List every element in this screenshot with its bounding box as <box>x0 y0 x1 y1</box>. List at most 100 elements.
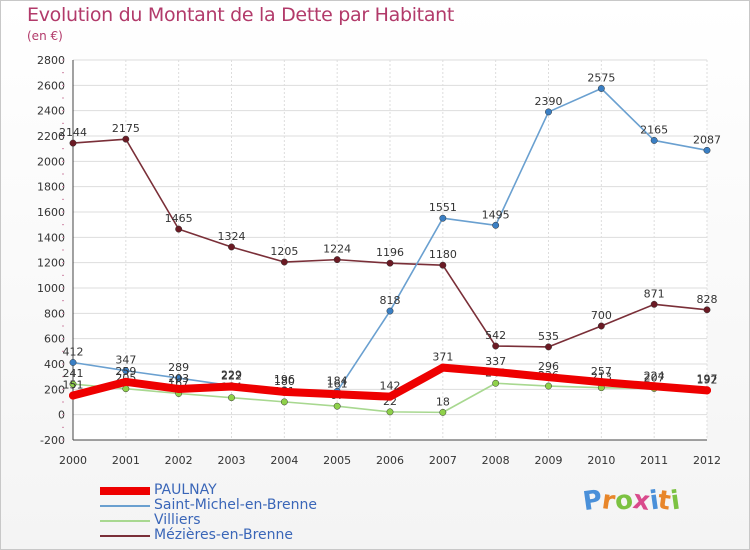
data-point <box>280 387 289 396</box>
data-label: 371 <box>432 351 453 364</box>
data-label: 1495 <box>482 208 510 221</box>
data-label: 196 <box>274 373 295 386</box>
data-point <box>703 306 711 314</box>
data-label: 2175 <box>112 122 140 135</box>
x-tick-label: 2010 <box>587 454 615 467</box>
x-tick-label: 2004 <box>270 454 298 467</box>
data-label: 2087 <box>693 133 721 146</box>
data-point <box>69 139 77 147</box>
data-label: 259 <box>115 365 136 378</box>
y-tick-label: 600 <box>44 333 65 346</box>
chart-subtitle: (en €) <box>27 29 63 43</box>
data-label: 1205 <box>270 245 298 258</box>
data-label: 347 <box>115 354 136 367</box>
legend-swatch <box>100 487 150 495</box>
data-point <box>228 394 235 402</box>
legend-item: Mézières-en-Brenne <box>100 527 400 544</box>
data-point <box>439 214 447 222</box>
y-tick-label: 2800 <box>37 54 65 67</box>
y-tick-label: 800 <box>44 307 65 320</box>
data-label: 871 <box>644 287 665 300</box>
x-tick-label: 2003 <box>218 454 246 467</box>
data-point <box>69 391 77 400</box>
data-point <box>597 85 605 92</box>
data-point <box>650 136 658 144</box>
data-point <box>650 382 659 391</box>
data-label: 18 <box>436 395 450 408</box>
data-point <box>333 256 341 264</box>
data-point <box>545 343 552 351</box>
y-tick-label: 2000 <box>37 155 65 168</box>
legend-item: Saint-Michel-en-Brenne <box>100 497 400 514</box>
data-point <box>492 379 500 387</box>
data-label: 257 <box>591 365 612 378</box>
x-tick-label: 2005 <box>323 454 351 467</box>
data-point <box>545 108 552 116</box>
data-point <box>333 402 341 410</box>
y-tick-label: 1800 <box>37 181 65 194</box>
data-point <box>597 322 605 330</box>
data-label: 1180 <box>429 248 457 261</box>
data-point <box>122 367 130 375</box>
data-label: 535 <box>538 330 559 343</box>
x-tick-label: 2008 <box>482 454 510 467</box>
y-tick-label: 200 <box>44 383 65 396</box>
data-label: 229 <box>221 369 242 382</box>
data-point <box>597 378 606 387</box>
data-label: 241 <box>63 367 84 380</box>
data-point <box>69 380 77 388</box>
data-point <box>491 367 500 376</box>
data-point <box>174 384 183 393</box>
x-tick-label: 2009 <box>535 454 563 467</box>
x-tick-label: 2011 <box>640 454 668 467</box>
data-point <box>175 225 183 233</box>
data-point <box>386 259 394 267</box>
legend-item: PAULNAY <box>100 482 400 499</box>
y-tick-label: 1400 <box>37 231 65 244</box>
data-label: 1324 <box>218 230 246 243</box>
y-tick-label: 2400 <box>37 105 65 118</box>
data-point <box>121 377 130 386</box>
data-point <box>544 373 553 382</box>
x-tick-label: 2006 <box>376 454 404 467</box>
data-point <box>439 408 447 416</box>
data-point <box>227 382 236 391</box>
data-label: 296 <box>538 360 559 373</box>
data-point <box>492 342 500 350</box>
y-tick-label: 0 <box>58 409 65 422</box>
data-label: 161 <box>327 377 348 390</box>
data-label: 142 <box>380 380 401 393</box>
x-tick-label: 2000 <box>59 454 87 467</box>
data-point <box>228 243 235 251</box>
data-point <box>492 221 500 229</box>
data-point <box>703 386 711 395</box>
x-tick-label: 2001 <box>112 454 140 467</box>
y-tick-label: 1600 <box>37 206 65 219</box>
data-point <box>438 363 447 372</box>
data-label: 224 <box>644 369 665 382</box>
data-label: 700 <box>591 309 612 322</box>
data-point <box>280 398 288 406</box>
legend-label: PAULNAY <box>154 482 217 498</box>
data-label: 2390 <box>535 95 563 108</box>
data-point <box>386 408 394 416</box>
y-tick-label: 2600 <box>37 79 65 92</box>
legend-swatch <box>100 535 150 537</box>
data-label: 184 <box>327 374 348 387</box>
data-label: 828 <box>697 293 718 306</box>
data-label: 1224 <box>323 243 351 256</box>
data-point <box>703 146 711 154</box>
line-chart: -200 0 200 400 600 800 1000 1200 1400 1600 1800 200… <box>37 54 721 467</box>
data-label: 337 <box>485 355 506 368</box>
data-label: 2575 <box>587 72 615 85</box>
legend-item: Villiers <box>100 512 400 529</box>
legend-label: Saint-Michel-en-Brenne <box>154 497 317 513</box>
x-tick-label: 2007 <box>429 454 457 467</box>
proxiti-logo: Proxiti <box>581 485 682 517</box>
data-label: 180 <box>274 375 295 388</box>
y-tick-label: 400 <box>44 358 65 371</box>
y-tick-label: 2200 <box>37 130 65 143</box>
data-label: 192 <box>697 373 718 386</box>
legend-swatch <box>100 520 150 522</box>
data-label: 151 <box>63 379 84 392</box>
